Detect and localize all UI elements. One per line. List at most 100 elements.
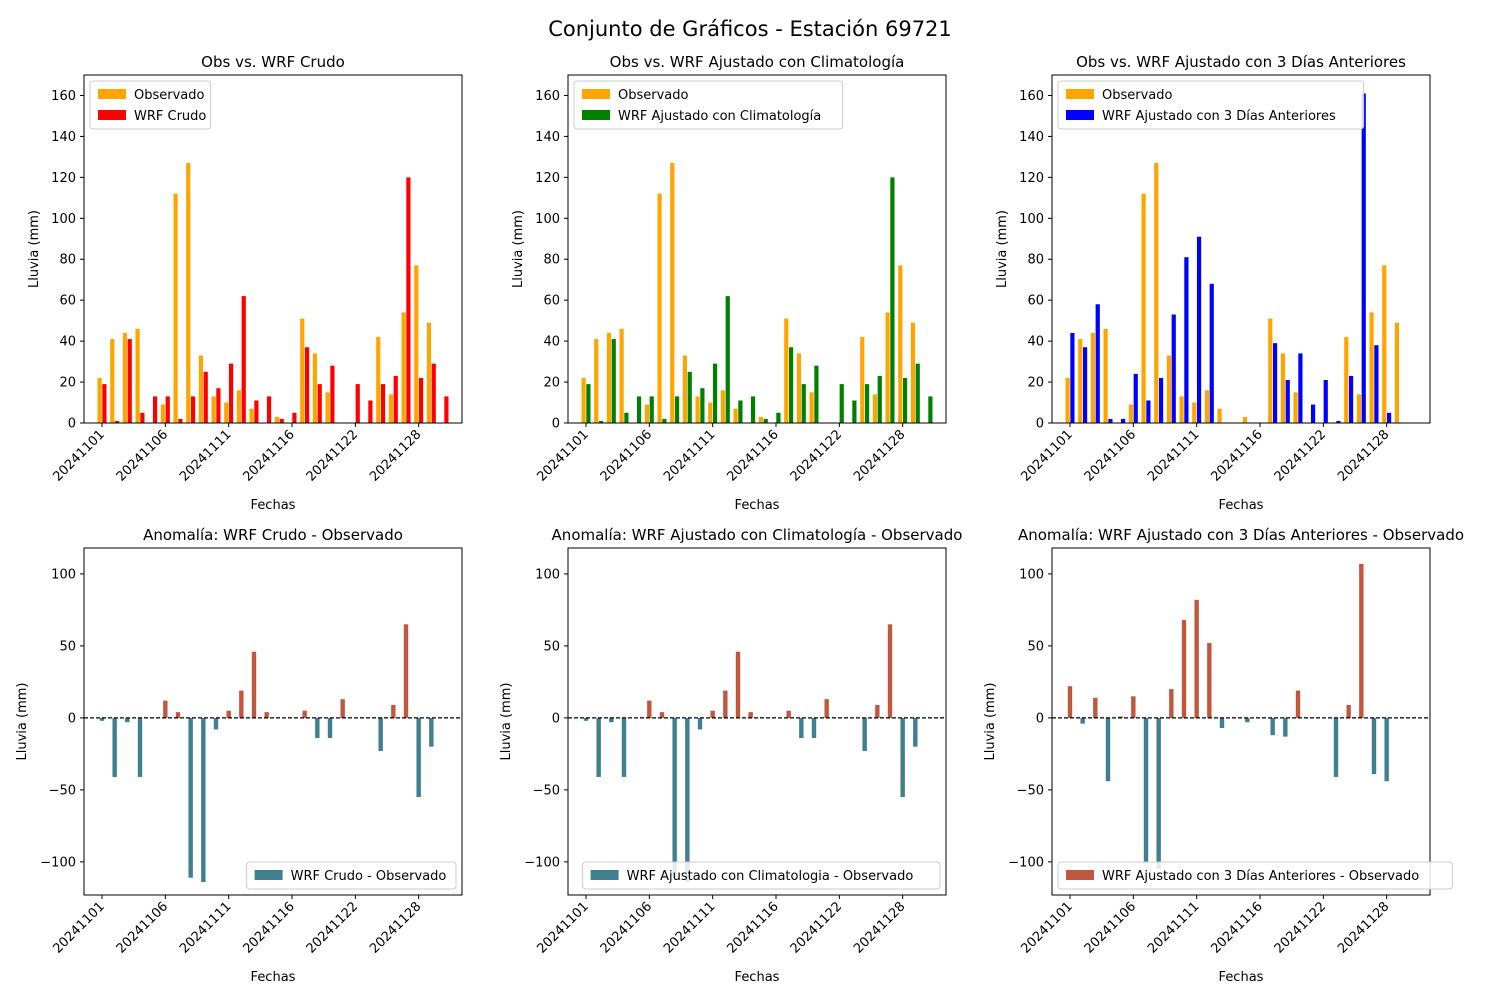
- bar-wrf-ajustado-con-3-dias-anteriores: [1095, 304, 1100, 423]
- bar-wrf-crudo: [140, 412, 145, 423]
- legend-label: Observado: [1102, 88, 1173, 103]
- bar-wrf-ajustado-con-3-dias-anteriores: [1361, 93, 1366, 424]
- bar-observado: [606, 332, 612, 423]
- x-tick-label: 20241106: [114, 427, 171, 484]
- y-tick-label: 60: [59, 294, 76, 309]
- x-axis-label: Fechas: [1219, 498, 1264, 513]
- bar-wrf-ajustado-con-3-dias-anteriores: [1386, 412, 1392, 423]
- y-tick-label: 120: [1019, 171, 1044, 186]
- bar-observado: [1192, 402, 1197, 423]
- bar-anomaly: [1346, 704, 1351, 718]
- y-tick-label: 60: [1027, 294, 1044, 309]
- bar-observado: [872, 394, 878, 423]
- bar-observado: [173, 193, 178, 423]
- bar-observado: [733, 408, 738, 423]
- bar-wrf-ajustado-con-3-dias-anteriores: [1336, 420, 1341, 423]
- bar-wrf-ajustado-con-3-dias-anteriores: [1348, 375, 1354, 423]
- x-tick-label: 20241122: [788, 899, 845, 956]
- x-tick-label: 20241101: [1018, 427, 1075, 484]
- x-tick-label: 20241122: [304, 427, 361, 484]
- plot-frame: [1051, 547, 1431, 896]
- bar-wrf-crudo: [114, 420, 120, 423]
- bar-observado: [426, 322, 432, 423]
- bar-observado: [224, 402, 229, 423]
- y-axis-label: Lluvia (mm): [499, 683, 514, 761]
- bar-anomaly: [391, 704, 396, 718]
- bar-observado: [910, 322, 916, 423]
- bar-wrf-ajustado-con-3-dias-anteriores: [1374, 345, 1379, 423]
- bar-observado: [796, 353, 802, 423]
- legend-label: WRF Ajustado con 3 Días Anteriores: [1102, 109, 1336, 124]
- legend-label: WRF Crudo - Observado: [291, 869, 447, 884]
- bar-wrf-ajustado-con-climatologia: [814, 365, 819, 423]
- bar-observado: [784, 318, 789, 423]
- legend-swatch: [582, 110, 610, 120]
- bar-observado: [1103, 328, 1108, 423]
- bar-wrf-crudo: [406, 177, 411, 423]
- bar-wrf-crudo: [228, 363, 234, 423]
- bar-wrf-crudo: [102, 384, 107, 423]
- bar-observado: [581, 377, 586, 423]
- legend-label: WRF Ajustado con Climatología: [618, 109, 821, 124]
- legend-swatch: [1066, 870, 1094, 880]
- bar-anomaly: [609, 717, 614, 723]
- chart-title: Obs vs. WRF Ajustado con Climatología: [610, 53, 905, 71]
- bar-wrf-ajustado-con-3-dias-anteriores: [1133, 373, 1138, 423]
- x-tick-label: 20241116: [724, 427, 781, 484]
- bar-wrf-ajustado-con-climatologia: [890, 177, 895, 423]
- y-axis-label: Lluvia (mm): [15, 683, 30, 761]
- bar-anomaly: [315, 717, 320, 739]
- y-tick-label: 100: [535, 567, 560, 582]
- legend-label: WRF Crudo: [134, 109, 206, 124]
- bar-wrf-crudo: [279, 418, 284, 423]
- figure-title: Conjunto de Gráficos - Estación 69721: [548, 17, 952, 41]
- bar-anomaly: [913, 717, 918, 747]
- bar-wrf-ajustado-con-3-dias-anteriores: [1158, 377, 1164, 423]
- x-tick-label: 20241111: [661, 427, 718, 484]
- y-tick-label: −50: [533, 783, 560, 798]
- legend-label: WRF Ajustado con 3 Días Anteriores - Obs…: [1102, 869, 1419, 884]
- bar-wrf-crudo: [444, 396, 449, 423]
- bar-anomaly: [188, 717, 193, 878]
- bar-anomaly: [786, 710, 791, 718]
- y-axis-label: Lluvia (mm): [511, 210, 526, 288]
- bar-observado: [720, 390, 726, 423]
- chart-obs-vs-wrf-ajustado-climatologia: Obs vs. WRF Ajustado con Climatología020…: [511, 53, 947, 513]
- y-tick-label: 100: [535, 212, 560, 227]
- x-tick-label: 20241122: [788, 427, 845, 484]
- plot-frame: [567, 547, 947, 896]
- y-tick-label: 0: [1036, 417, 1044, 432]
- bar-observado: [695, 396, 700, 423]
- bar-wrf-crudo: [165, 396, 170, 423]
- bar-observado: [1154, 163, 1159, 423]
- bar-wrf-crudo: [368, 400, 373, 423]
- bar-anomaly: [1143, 717, 1149, 864]
- bar-anomaly: [125, 717, 130, 723]
- bar-anomaly: [201, 717, 206, 883]
- bar-observado: [1242, 416, 1248, 423]
- legend-label: Observado: [134, 88, 205, 103]
- bar-observado: [1268, 318, 1273, 423]
- legend-swatch: [582, 89, 610, 99]
- bar-anomaly: [735, 651, 741, 718]
- legend-box: [1057, 861, 1453, 890]
- bar-anomaly: [1384, 717, 1389, 782]
- bar-observado: [1280, 353, 1286, 423]
- bar-anomaly: [672, 717, 677, 878]
- bar-observado: [1141, 193, 1146, 423]
- x-axis-label: Fechas: [251, 970, 296, 985]
- y-tick-label: 80: [543, 253, 560, 268]
- bar-anomaly: [1245, 717, 1250, 723]
- x-tick-label: 20241101: [534, 899, 591, 956]
- bar-observado: [388, 394, 394, 423]
- x-axis-label: Fechas: [251, 498, 296, 513]
- bar-observado: [249, 408, 254, 423]
- y-tick-label: 140: [535, 130, 560, 145]
- y-tick-label: 80: [1027, 253, 1044, 268]
- bar-anomaly: [697, 717, 703, 730]
- y-tick-label: 100: [51, 567, 76, 582]
- legend-swatch: [254, 870, 283, 880]
- bar-observado: [160, 404, 166, 423]
- bar-anomaly: [416, 717, 421, 798]
- y-tick-label: 120: [51, 171, 76, 186]
